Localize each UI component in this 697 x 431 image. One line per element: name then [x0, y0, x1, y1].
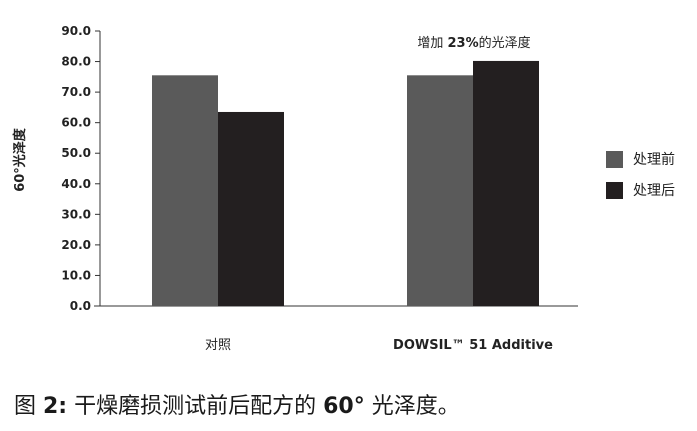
bar-after: [473, 60, 539, 306]
y-tick-label: 30.0: [61, 207, 91, 221]
x-category-label: 对照: [205, 338, 231, 353]
bar-before: [152, 75, 218, 306]
y-tick-label: 60.0: [61, 116, 91, 130]
chart-svg: 0.0 10.0 20.0 30.0 40.0 50.0 60.0 70.0 80.0 90.0 6…: [12, 24, 578, 353]
bar-after: [218, 111, 284, 306]
caption-value: 60°: [323, 394, 365, 419]
legend-item-after: 处理后: [606, 179, 675, 201]
caption-prefix: 图: [14, 394, 43, 419]
y-tick-label: 20.0: [61, 238, 91, 252]
legend-swatch-before: [606, 150, 623, 168]
gloss-bar-chart: 0.0 10.0 20.0 30.0 40.0 50.0 60.0 70.0 80.0 90.0 6…: [12, 24, 675, 353]
legend-label-before: 处理前: [633, 152, 675, 168]
y-tick-label: 40.0: [61, 177, 91, 191]
caption-number: 2:: [43, 394, 68, 419]
legend-label-after: 处理后: [633, 183, 675, 199]
y-tick-label: 70.0: [61, 85, 91, 99]
chart-legend: 处理前 处理后: [606, 148, 675, 210]
caption-suffix: 光泽度。: [364, 394, 460, 419]
legend-item-before: 处理前: [606, 148, 675, 170]
y-axis-label: 60°光泽度: [12, 127, 28, 192]
gloss-increase-annotation: 增加 23%的光泽度: [417, 35, 530, 51]
y-tick-label: 90.0: [61, 24, 91, 38]
y-tick-label: 10.0: [61, 268, 91, 282]
y-tick-label: 80.0: [61, 55, 91, 69]
bar-before: [407, 75, 473, 306]
legend-swatch-after: [606, 181, 623, 199]
figure-caption: 图 2: 干燥磨损测试前后配方的 60° 光泽度。: [14, 388, 460, 420]
x-category-label: DOWSIL™ 51 Additive: [393, 338, 553, 353]
caption-middle: 干燥磨损测试前后配方的: [67, 394, 324, 419]
y-tick-label: 0.0: [70, 299, 91, 313]
y-tick-label: 50.0: [61, 146, 91, 160]
